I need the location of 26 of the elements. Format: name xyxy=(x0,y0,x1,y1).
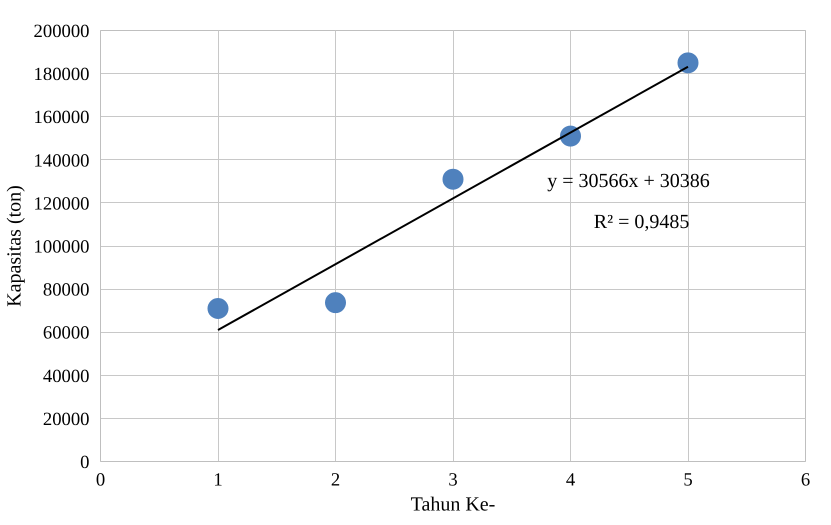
y-tick-label: 200000 xyxy=(34,21,90,42)
x-tick-label: 2 xyxy=(330,470,340,490)
y-tick-label: 20000 xyxy=(42,408,90,430)
y-axis-title: Kapasitas (ton) xyxy=(4,185,26,307)
point xyxy=(678,52,698,74)
y-tick-label: 120000 xyxy=(34,193,90,214)
x-tick-label: 5 xyxy=(683,470,693,490)
x-tick-label: 6 xyxy=(800,470,810,490)
point xyxy=(208,298,228,319)
point xyxy=(325,292,346,314)
annotation: y = 30566x + 30386 xyxy=(547,170,710,192)
point xyxy=(442,168,464,190)
y-tick-label: 140000 xyxy=(34,150,90,172)
x-tick-label: 0 xyxy=(96,470,106,490)
y-tick-label: 40000 xyxy=(42,366,90,387)
y-tick-label: 60000 xyxy=(42,322,90,344)
x-axis-title: Tahun Ke- xyxy=(410,494,496,516)
y-tick-label: 100000 xyxy=(34,236,90,258)
y-tick-label: 80000 xyxy=(42,280,90,301)
y-tick-label: 0 xyxy=(80,452,90,473)
y-tick-label: 180000 xyxy=(34,64,90,86)
annotation: R² = 0,9485 xyxy=(594,211,690,234)
y-tick-label: 160000 xyxy=(34,107,90,128)
x-tick-label: 1 xyxy=(213,470,223,490)
x-tick-label: 4 xyxy=(566,470,576,490)
x-tick-label: 3 xyxy=(448,470,458,490)
